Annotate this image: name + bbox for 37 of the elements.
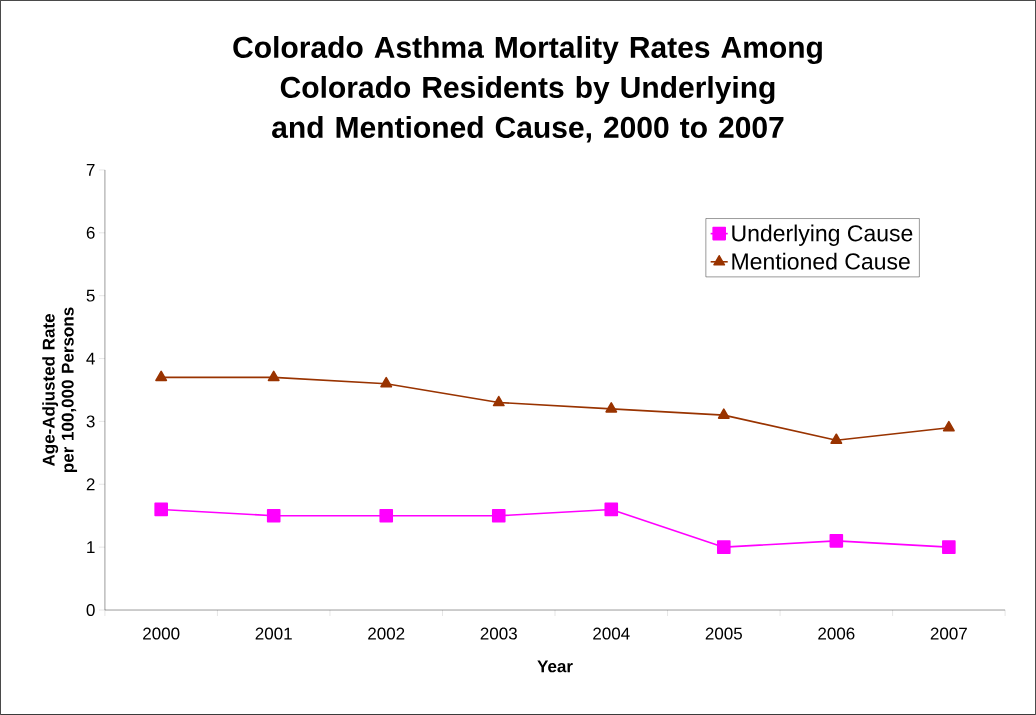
point [155, 370, 168, 382]
x-axis-title: Year [537, 660, 573, 673]
y-tick-label: 7 [86, 164, 95, 176]
x-tick-label: 2006 [818, 627, 855, 640]
point [605, 402, 618, 413]
x-tick-label: 2007 [930, 627, 967, 640]
x-tick-label: 2003 [480, 627, 517, 640]
point [942, 540, 956, 554]
x-tick-label: 2000 [143, 627, 180, 640]
point [266, 508, 281, 523]
point [717, 408, 730, 419]
point [829, 534, 844, 548]
y-axis-title: Age-Adjusted Rate per 100,000 Persons [42, 307, 78, 473]
point [604, 502, 619, 517]
point [154, 502, 168, 517]
point [380, 376, 393, 388]
x-tick-label: 2005 [705, 627, 742, 640]
x-tick-label: 2004 [593, 627, 630, 640]
point [492, 395, 505, 407]
y-tick-label: 0 [86, 604, 95, 617]
y-tick-label: 1 [87, 541, 95, 554]
y-tick-label: 4 [86, 352, 95, 365]
point [717, 540, 731, 554]
y-tick-label: 2 [86, 478, 95, 491]
y-tick-label: 3 [86, 415, 95, 428]
y-tick-label: 6 [86, 226, 95, 239]
point [491, 508, 506, 523]
x-tick-label: 2002 [368, 627, 405, 640]
x-tick-label: 2001 [255, 627, 292, 640]
point [379, 508, 394, 523]
legend-label: Underlying Cause [732, 224, 913, 247]
legend-label: Mentioned Cause [732, 252, 910, 270]
point [830, 433, 843, 445]
y-tick-label: 5 [86, 289, 95, 302]
chart-title: Colorado Asthma Mortality Rates Among Colorado Residents by Underlying and Mentioned Cause, 2000 to 2007 [233, 36, 822, 143]
point [267, 370, 280, 382]
point [942, 420, 955, 432]
